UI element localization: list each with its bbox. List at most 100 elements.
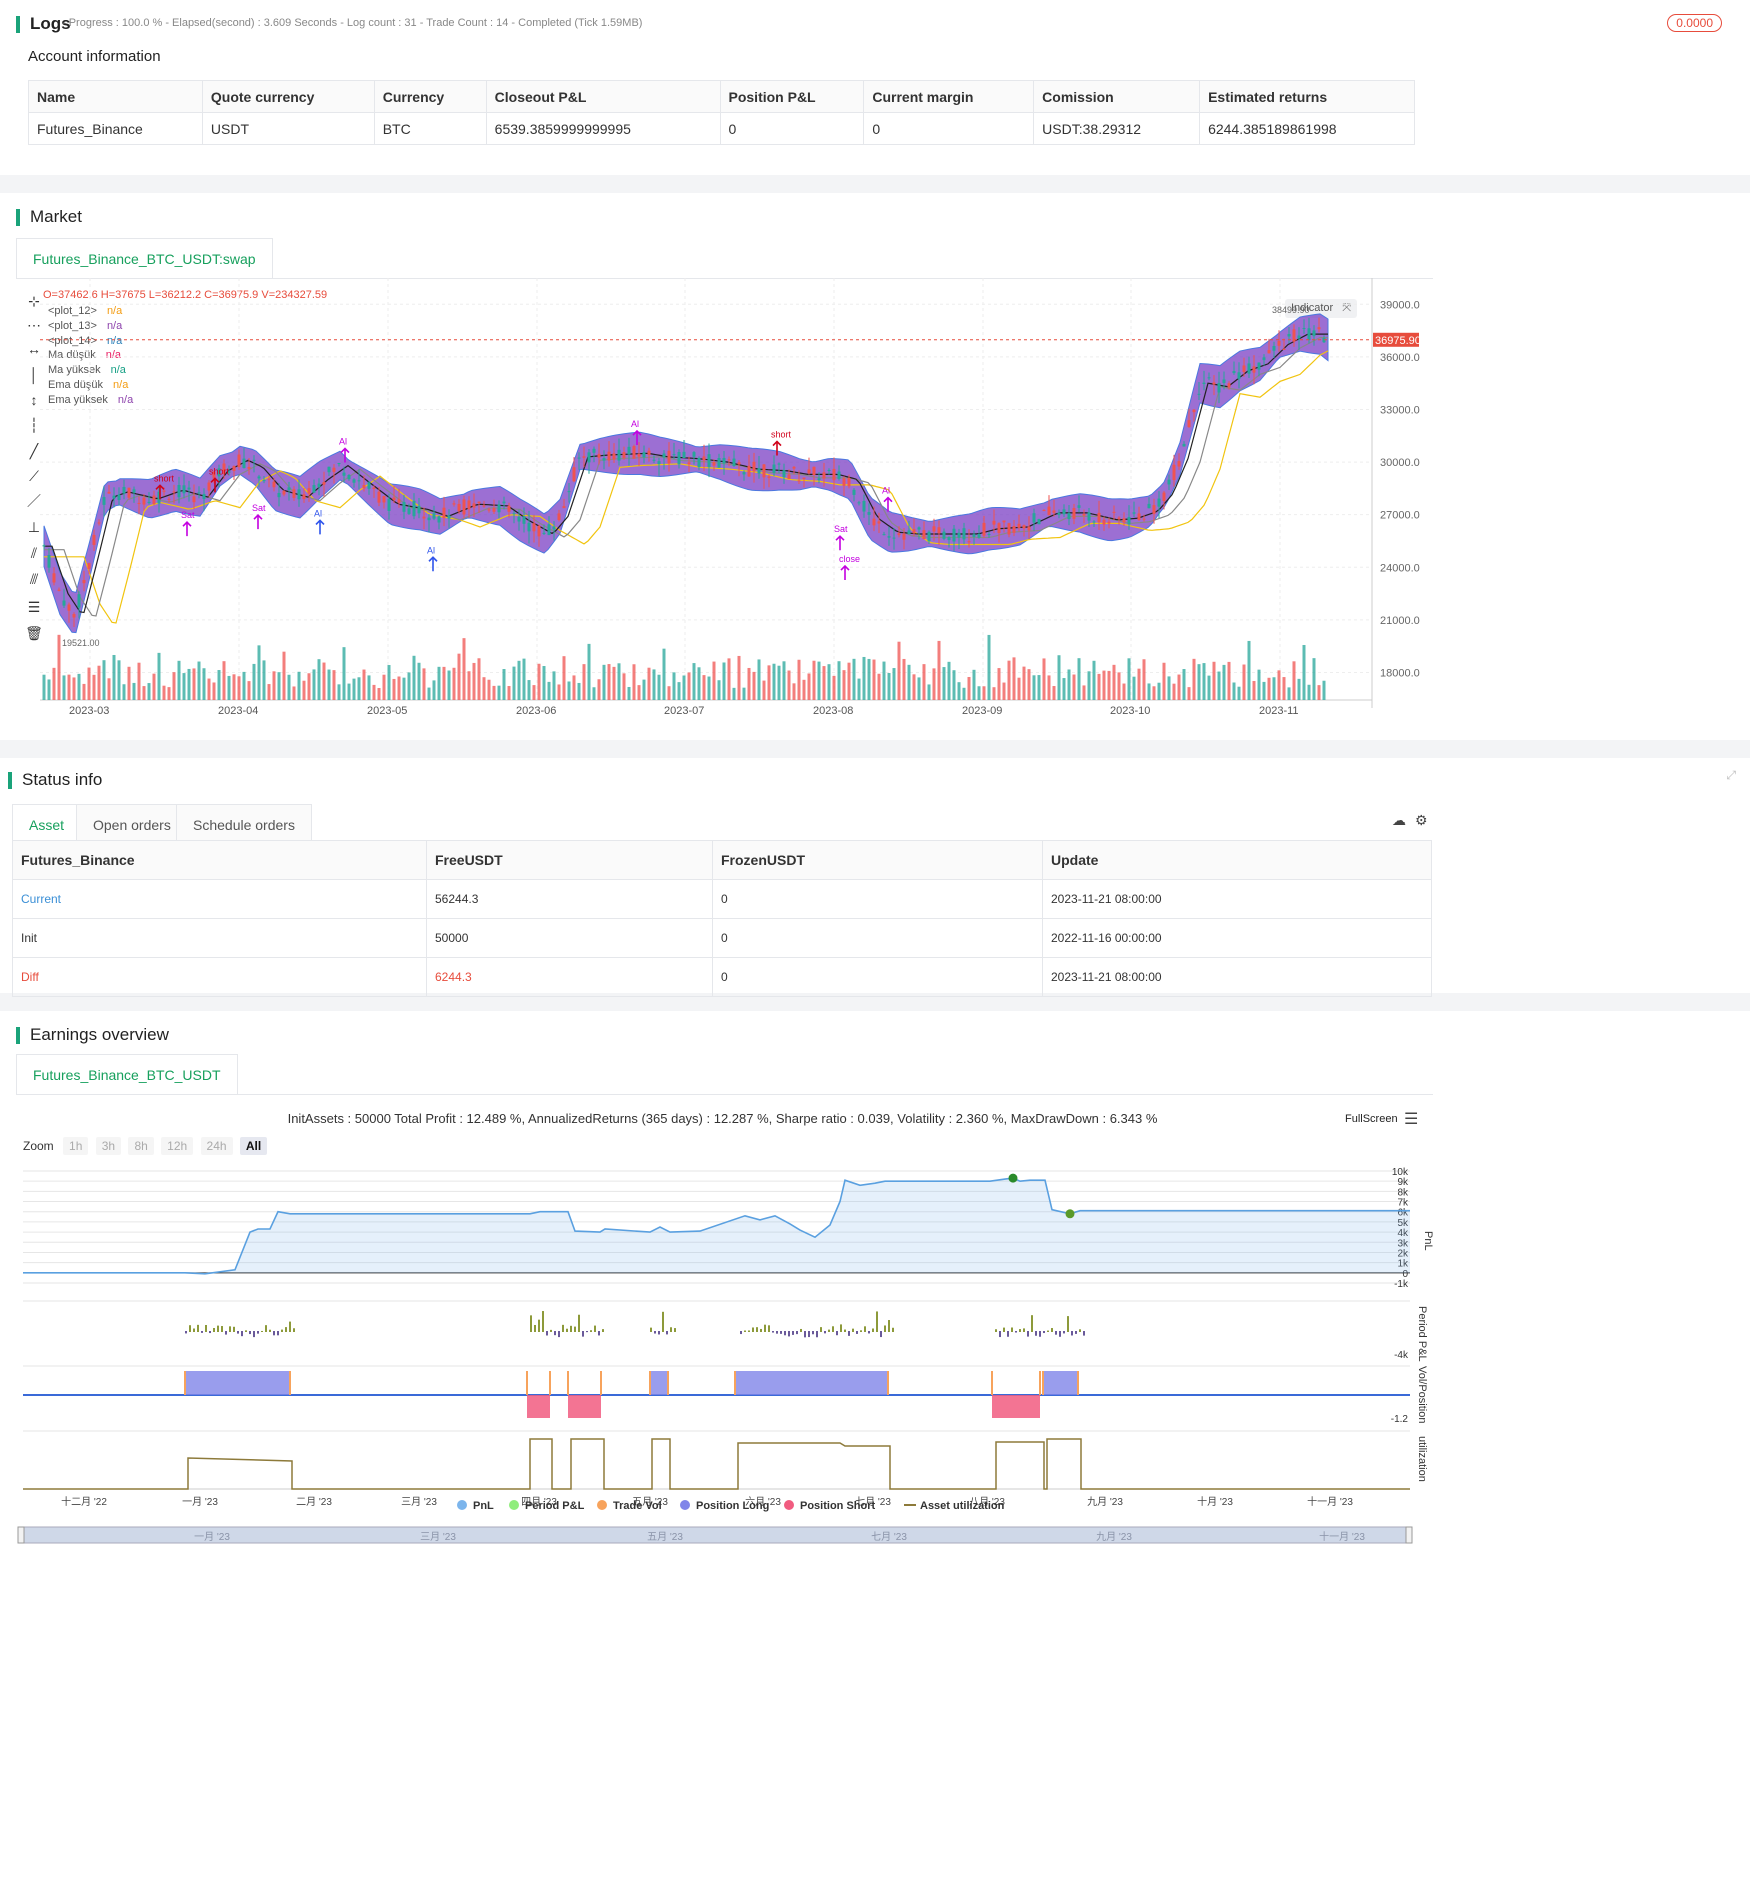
volume-bar <box>507 686 511 700</box>
vertical-segment-icon[interactable]: ┆ <box>29 417 39 433</box>
fullscreen-button[interactable]: FullScreen <box>1345 1113 1398 1125</box>
volume-bar <box>902 658 906 700</box>
vertical-line-icon[interactable]: │ <box>29 367 39 383</box>
legend-value: n/a <box>117 393 134 406</box>
volume-bar <box>1292 661 1296 700</box>
channel-icon[interactable]: ⫻ <box>29 571 39 587</box>
volume-bar <box>402 677 406 700</box>
horizontal-line-icon[interactable]: ↔ <box>27 341 41 357</box>
date-tick-label: 2023-05 <box>367 705 407 717</box>
candle-body <box>917 527 921 530</box>
zoom-12h-button[interactable]: 12h <box>161 1137 194 1155</box>
candle-body <box>152 495 156 505</box>
row-label-init: Init <box>12 918 427 958</box>
tab-schedule-orders[interactable]: Schedule orders <box>176 804 312 844</box>
period-pnl-bar <box>752 1327 754 1332</box>
period-pnl-bar <box>586 1331 588 1333</box>
volume-bar <box>1312 658 1316 700</box>
candle-body <box>1157 498 1161 507</box>
zoom-all-button[interactable]: All <box>239 1137 268 1155</box>
volume-bar <box>602 664 606 700</box>
volume-bar <box>1057 655 1061 700</box>
vertical-ray-icon[interactable]: ↕ <box>30 392 38 408</box>
pnl-tick-label: 6k <box>1397 1208 1409 1219</box>
period-pnl-bar <box>1039 1331 1041 1337</box>
period-pnl-bar <box>864 1326 866 1332</box>
fibonacci-icon[interactable]: ☰ <box>27 599 41 615</box>
zoom-24h-button[interactable]: 24h <box>200 1137 233 1155</box>
volume-bar <box>262 660 266 700</box>
volume-bar <box>412 655 416 700</box>
candle-body <box>1072 508 1076 519</box>
candle-body <box>707 454 711 468</box>
candle-body <box>612 453 616 460</box>
account-info-title: Account information <box>28 48 161 65</box>
volume-bar <box>822 666 826 700</box>
cell-frozen: 0 <box>712 918 1043 958</box>
candle-body <box>502 501 506 504</box>
menu-icon[interactable]: ☰ <box>1404 1111 1419 1128</box>
zoom-8h-button[interactable]: 8h <box>128 1137 154 1155</box>
candle-body <box>842 478 846 486</box>
period-pnl-bar <box>281 1329 283 1332</box>
legend-name: <plot_13> <box>48 319 97 332</box>
volume-bar <box>722 662 726 700</box>
candle-body <box>1257 362 1261 370</box>
settings-gear-icon[interactable]: ⚙ <box>1415 812 1428 828</box>
period-pnl-bar <box>269 1329 271 1332</box>
candle-body <box>337 463 341 465</box>
tab-open-orders[interactable]: Open orders <box>76 804 188 844</box>
candle-body <box>527 522 531 532</box>
volume-bar <box>937 640 941 700</box>
period-pnl-bar <box>792 1331 794 1335</box>
cloud-download-icon[interactable]: ☁ <box>1392 812 1406 828</box>
status-expand-icon[interactable]: ⤢ <box>1726 768 1736 782</box>
ray-line-icon[interactable]: ⟋ <box>29 468 39 484</box>
pnl-tick-label: 10k <box>1392 1167 1409 1178</box>
volume-bar <box>117 660 121 700</box>
tab-asset[interactable]: Asset <box>12 804 82 844</box>
asset-table: Futures_Binance FreeUSDT FrozenUSDT Upda… <box>12 840 1432 997</box>
dot-line-icon[interactable]: ⋯ <box>27 317 41 333</box>
segment-icon[interactable]: ／ <box>27 493 41 509</box>
candle-body <box>717 457 721 468</box>
candle-body <box>937 527 941 534</box>
price-line-icon[interactable]: ⊥ <box>27 519 41 535</box>
candle-body <box>372 487 376 489</box>
volume-bar <box>1252 680 1256 700</box>
candle-body <box>422 516 426 519</box>
trend-line-icon[interactable]: ╱ <box>29 443 39 459</box>
volume-bar <box>1207 675 1211 700</box>
market-panel: Market Futures_Binance_BTC_USDT:swap ⊹ ⋯… <box>0 193 1750 740</box>
trade-signal-label: short <box>771 430 792 440</box>
volume-bar <box>232 674 236 700</box>
candle-body <box>192 496 196 503</box>
candlestick-chart[interactable]: short short Al Sat Sat Al Al Al short Sat Al close 3… <box>0 278 1420 738</box>
tab-market-symbol[interactable]: Futures_Binance_BTC_USDT:swap <box>16 238 273 278</box>
candle-body <box>562 506 566 509</box>
legend-value: n/a <box>106 319 123 332</box>
candle-body <box>1042 510 1046 512</box>
candle-body <box>452 503 456 505</box>
crosshair-icon[interactable]: ⊹ <box>28 293 40 309</box>
trash-icon[interactable]: 🗑 <box>25 625 43 641</box>
candle-body <box>172 491 176 493</box>
parallel-line-icon[interactable]: ⫽ <box>30 545 38 561</box>
tab-earnings-symbol[interactable]: Futures_Binance_BTC_USDT <box>16 1054 238 1094</box>
period-pnl-bar <box>550 1329 552 1332</box>
zoom-1h-button[interactable]: 1h <box>63 1137 89 1155</box>
indicator-button[interactable]: Indicator ⤧ <box>1285 299 1358 318</box>
trade-signal-arrow <box>772 440 782 456</box>
volume-bar <box>527 680 531 700</box>
legend-item: Ema yüksek n/a <box>48 393 133 408</box>
candle-body <box>617 449 621 461</box>
period-pnl-bar <box>598 1331 600 1336</box>
candle-body <box>1112 511 1116 513</box>
zoom-3h-button[interactable]: 3h <box>95 1137 122 1155</box>
navigator-tick-label: 五月 '23 <box>647 1531 683 1543</box>
volume-bar <box>272 671 276 700</box>
candle-body <box>482 505 486 507</box>
candle-body <box>877 521 881 524</box>
volume-bar <box>127 666 131 700</box>
